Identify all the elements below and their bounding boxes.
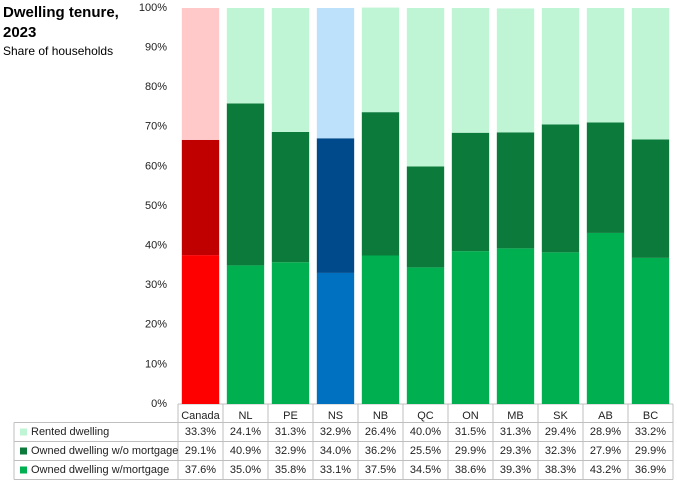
data-label: 38.6% [455,464,486,476]
data-label: 35.0% [230,464,261,476]
bar-segment [406,8,445,167]
bar-segment [316,138,355,273]
chart-title: Dwelling tenure, 2023 [3,4,119,41]
x-tick-label: PE [283,410,298,422]
x-tick-label: SK [553,410,568,422]
bar-segment [586,8,625,123]
bar-segment [541,124,580,253]
y-tick-label: 80% [145,81,167,93]
data-label: 31.3% [500,426,531,438]
y-tick-label: 30% [145,279,167,291]
data-label: 25.5% [410,445,441,457]
bar-segment [541,8,580,125]
bar-segment [316,272,355,404]
bar-segment [181,139,220,256]
data-label: 28.9% [590,426,621,438]
x-tick-label: Canada [181,410,220,422]
data-label: 29.9% [455,445,486,457]
data-label: 26.4% [365,426,396,438]
x-tick-label: NB [373,410,388,422]
bar-segment [406,166,445,268]
data-label: 24.1% [230,426,261,438]
data-label: 37.5% [365,464,396,476]
y-tick-label: 70% [145,121,167,133]
data-label: 31.5% [455,426,486,438]
legend-label: Owned dwelling w/mortgage [31,464,169,476]
bar-segment [631,257,670,404]
y-tick-label: 50% [145,200,167,212]
y-tick-label: 40% [145,240,167,252]
y-tick-label: 90% [145,42,167,54]
bar-segment [271,131,310,263]
bar-segment [541,252,580,404]
x-tick-label: ON [462,410,479,422]
data-label: 33.1% [320,464,351,476]
bar-segment [271,8,310,132]
bar-segment [181,255,220,404]
data-label: 40.9% [230,445,261,457]
bar-segment [226,265,265,404]
bar-segment [361,112,400,256]
data-label: 31.3% [275,426,306,438]
legend-swatch [20,447,27,455]
data-label: 32.9% [275,445,306,457]
data-label: 32.3% [545,445,576,457]
data-label: 40.0% [410,426,441,438]
data-label: 37.6% [185,464,216,476]
data-label: 33.2% [635,426,666,438]
bar-segment [181,8,220,140]
bar-segment [361,255,400,404]
y-tick-label: 20% [145,319,167,331]
data-label: 36.9% [635,464,666,476]
data-label: 32.9% [320,426,351,438]
bar-segment [451,132,490,252]
legend-label: Owned dwelling w/o mortgage [31,445,178,457]
bar-segment [406,267,445,404]
data-label: 29.1% [185,445,216,457]
bar-segment [226,103,265,266]
data-label: 29.3% [500,445,531,457]
x-tick-label: QC [417,410,434,422]
y-tick-label: 60% [145,160,167,172]
legend-swatch [20,428,27,436]
legend-swatch [20,466,27,474]
bar-segment [496,248,535,404]
data-label: 34.0% [320,445,351,457]
bar-segment [226,8,265,104]
bar-segment [451,8,490,133]
data-label: 27.9% [590,445,621,457]
bar-segment [361,7,400,113]
x-tick-label: AB [598,410,613,422]
data-label: 34.5% [410,464,441,476]
data-label: 43.2% [590,464,621,476]
data-label: 33.3% [185,426,216,438]
bar-segment [586,122,625,233]
bar-segment [586,232,625,404]
bar-segment [271,262,310,404]
legend-label: Rented dwelling [31,426,109,438]
bar-segment [496,8,535,133]
bar-segment [451,251,490,404]
bar-segment [496,132,535,249]
x-tick-label: BC [643,410,658,422]
data-label: 38.3% [545,464,576,476]
bar-segment [631,139,670,258]
y-tick-label: 0% [151,398,167,410]
data-label: 36.2% [365,445,396,457]
x-tick-label: MB [507,410,524,422]
bar-segment [316,8,355,139]
data-label: 39.3% [500,464,531,476]
y-tick-label: 10% [145,358,167,370]
data-label: 29.9% [635,445,666,457]
data-label: 35.8% [275,464,306,476]
y-tick-label: 100% [139,2,167,14]
x-tick-label: NS [328,410,343,422]
bar-segment [631,8,670,140]
chart-subtitle: Share of households [3,44,114,58]
x-tick-label: NL [238,410,252,422]
data-label: 29.4% [545,426,576,438]
